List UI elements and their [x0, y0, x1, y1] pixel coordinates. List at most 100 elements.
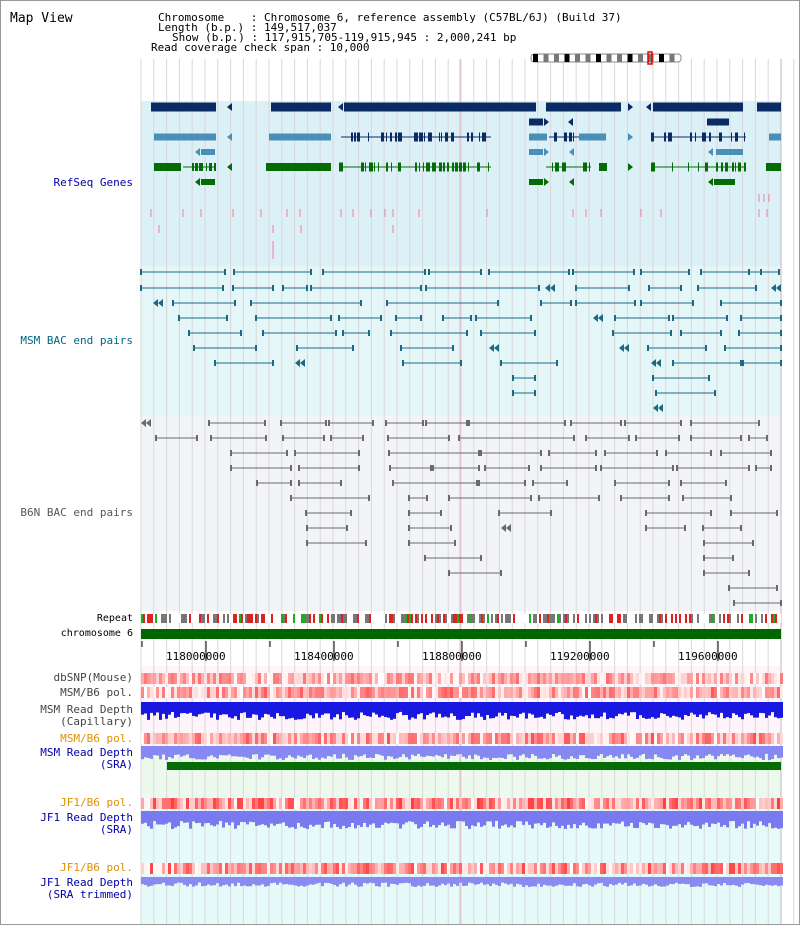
- track-label-jf1-b6-pol-2[interactable]: JF1/B6 pol.: [60, 861, 133, 874]
- read-depth-bar: [246, 877, 249, 887]
- polymorphism-cell: [303, 687, 306, 698]
- polymorphism-cell: [603, 863, 606, 874]
- repeat-segment: [515, 614, 517, 623]
- track-label-repeat[interactable]: Repeat: [96, 613, 133, 624]
- polymorphism-cell: [381, 733, 384, 744]
- track-label-jf1-depth-trim[interactable]: JF1 Read Depth: [40, 876, 133, 889]
- read-depth-bar: [432, 877, 435, 886]
- track-label-msm-bac[interactable]: MSM BAC end pairs: [20, 334, 133, 347]
- polymorphism-cell: [423, 687, 426, 698]
- track-label-refseq[interactable]: RefSeq Genes: [53, 176, 133, 189]
- track-label-msm-b6-pol-2[interactable]: MSM/B6 pol.: [60, 732, 133, 745]
- read-depth-bar: [327, 702, 330, 714]
- polymorphism-cell: [486, 798, 489, 809]
- repeat-segment: [683, 614, 685, 623]
- repeat-segment: [461, 614, 463, 623]
- polymorphism-cell: [537, 673, 540, 684]
- polymorphism-cell: [207, 798, 210, 809]
- read-depth-bar: [456, 877, 459, 886]
- track-label-jf1-depth-sra[interactable]: JF1 Read Depth: [40, 811, 133, 824]
- polymorphism-cell: [342, 687, 345, 698]
- polymorphism-cell: [735, 863, 738, 874]
- polymorphism-cell: [633, 673, 636, 684]
- polymorphism-cell: [330, 798, 333, 809]
- read-depth-bar: [405, 877, 408, 883]
- track-label-b6n-bac[interactable]: B6N BAC end pairs: [20, 506, 133, 519]
- read-depth-bar: [219, 702, 222, 715]
- polymorphism-cell: [612, 673, 615, 684]
- repeat-segment: [759, 614, 761, 623]
- read-depth-bar: [549, 811, 552, 827]
- read-depth-bar: [225, 811, 228, 823]
- read-depth-bar: [600, 746, 603, 754]
- polymorphism-cell: [213, 687, 216, 698]
- read-depth-bar: [306, 877, 309, 886]
- track-label-msm-depth-cap[interactable]: MSM Read Depth: [40, 703, 133, 716]
- polymorphism-cell: [492, 673, 495, 684]
- read-depth-bar: [708, 702, 711, 713]
- polymorphism-cell: [456, 673, 459, 684]
- read-depth-bar: [450, 702, 453, 714]
- read-depth-bar: [258, 811, 261, 826]
- polymorphism-cell: [180, 798, 183, 809]
- polymorphism-cell: [645, 673, 648, 684]
- read-depth-bar: [648, 811, 651, 823]
- read-depth-bar: [432, 702, 435, 713]
- read-depth-bar: [312, 811, 315, 827]
- strand-arrow: [708, 148, 713, 156]
- polymorphism-cell: [168, 673, 171, 684]
- read-depth-bar: [492, 877, 495, 884]
- polymorphism-cell: [426, 798, 429, 809]
- repeat-segment: [573, 614, 575, 623]
- polymorphism-cell: [162, 687, 165, 698]
- polymorphism-cell: [411, 687, 414, 698]
- read-depth-bar: [420, 811, 423, 828]
- read-depth-bar: [696, 702, 699, 717]
- polymorphism-cell: [624, 733, 627, 744]
- read-depth-bar: [153, 877, 156, 885]
- polymorphism-cell: [378, 798, 381, 809]
- polymorphism-cell: [561, 687, 564, 698]
- polymorphism-cell: [495, 798, 498, 809]
- polymorphism-cell: [699, 687, 702, 698]
- track-label-msm-b6-pol[interactable]: MSM/B6 pol.: [60, 686, 133, 699]
- track-label-dbsnp[interactable]: dbSNP(Mouse): [53, 671, 133, 684]
- read-depth-bar: [294, 746, 297, 759]
- polymorphism-cell: [486, 673, 489, 684]
- read-depth-bar: [492, 811, 495, 827]
- repeat-segment: [307, 614, 309, 623]
- polymorphism-cell: [312, 673, 315, 684]
- read-depth-bar: [141, 702, 144, 715]
- polymorphism-cell: [672, 673, 675, 684]
- read-depth-bar: [363, 877, 366, 883]
- polymorphism-cell: [669, 863, 672, 874]
- polymorphism-cell: [453, 673, 456, 684]
- read-depth-bar: [714, 702, 717, 715]
- polymorphism-cell: [573, 863, 576, 874]
- polymorphism-cell: [507, 687, 510, 698]
- repeat-segment: [493, 614, 495, 623]
- track-label-chromosome[interactable]: chromosome 6: [60, 628, 133, 639]
- read-depth-bar: [267, 877, 270, 886]
- read-depth-bar: [192, 811, 195, 822]
- track-label-jf1-b6-pol[interactable]: JF1/B6 pol.: [60, 796, 133, 809]
- read-depth-bar: [408, 877, 411, 884]
- polymorphism-cell: [414, 673, 417, 684]
- repeat-segment: [303, 614, 305, 623]
- polymorphism-cell: [597, 798, 600, 809]
- repeat-segment: [205, 614, 207, 623]
- track-label-msm-depth-sra[interactable]: MSM Read Depth: [40, 746, 133, 759]
- read-depth-bar: [603, 746, 606, 758]
- track-label-msm-depth-cap-sub: (Capillary): [60, 715, 133, 728]
- polymorphism-cell: [711, 733, 714, 744]
- read-depth-bar: [258, 877, 261, 886]
- polymorphism-cell: [471, 863, 474, 874]
- read-depth-bar: [186, 811, 189, 823]
- read-depth-bar: [579, 811, 582, 826]
- polymorphism-cell: [570, 733, 573, 744]
- polymorphism-cell: [519, 687, 522, 698]
- repeat-segment: [627, 614, 629, 623]
- polymorphism-cell: [669, 733, 672, 744]
- read-depth-bar: [720, 746, 723, 755]
